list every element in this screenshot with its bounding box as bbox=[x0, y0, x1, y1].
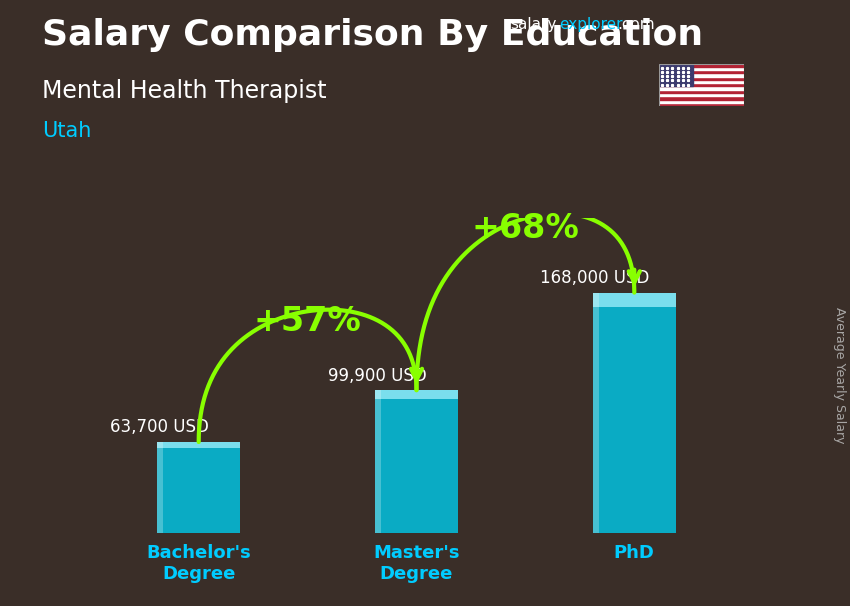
Bar bbox=[375, 390, 458, 399]
Bar bbox=[157, 442, 240, 447]
Bar bbox=[659, 83, 744, 87]
Bar bbox=[659, 77, 744, 80]
Bar bbox=[659, 80, 744, 83]
Bar bbox=[659, 96, 744, 99]
Text: +57%: +57% bbox=[253, 305, 361, 338]
Bar bbox=[659, 87, 744, 90]
Bar bbox=[659, 93, 744, 96]
FancyBboxPatch shape bbox=[157, 442, 240, 533]
Text: explorer: explorer bbox=[559, 17, 623, 32]
Bar bbox=[659, 90, 744, 93]
Bar bbox=[375, 390, 381, 533]
Bar bbox=[659, 73, 744, 77]
Bar bbox=[593, 293, 598, 533]
Text: Utah: Utah bbox=[42, 121, 92, 141]
Bar bbox=[659, 64, 693, 87]
Bar bbox=[659, 67, 744, 70]
Text: 99,900 USD: 99,900 USD bbox=[328, 367, 427, 385]
Text: Salary Comparison By Education: Salary Comparison By Education bbox=[42, 18, 704, 52]
Text: Mental Health Therapist: Mental Health Therapist bbox=[42, 79, 327, 103]
Text: salary: salary bbox=[510, 17, 557, 32]
Bar bbox=[157, 442, 163, 533]
Text: 63,700 USD: 63,700 USD bbox=[110, 418, 209, 436]
Bar bbox=[659, 103, 744, 106]
Bar bbox=[593, 293, 676, 307]
FancyBboxPatch shape bbox=[593, 293, 676, 533]
Text: +68%: +68% bbox=[472, 211, 580, 245]
FancyBboxPatch shape bbox=[375, 390, 458, 533]
Bar bbox=[659, 64, 744, 67]
Bar bbox=[659, 99, 744, 103]
Bar bbox=[659, 70, 744, 73]
Text: Average Yearly Salary: Average Yearly Salary bbox=[833, 307, 846, 444]
Text: 168,000 USD: 168,000 USD bbox=[541, 269, 649, 287]
Text: .com: .com bbox=[617, 17, 654, 32]
